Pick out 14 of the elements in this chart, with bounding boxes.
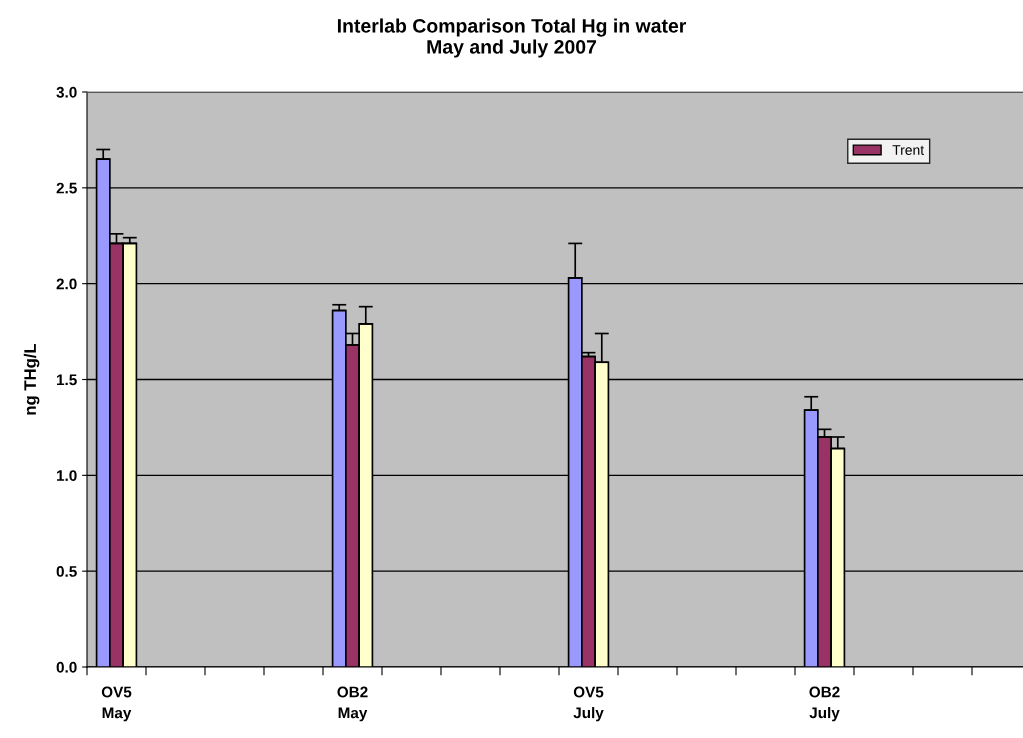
x-tick-label: OV5 July xyxy=(573,686,604,722)
y-axis-title: ng THg/L xyxy=(23,343,40,415)
y-tick-label: 1.5 xyxy=(57,374,77,386)
y-tick-label: 1.0 xyxy=(57,470,77,482)
x-tick-label: OV5 May xyxy=(101,686,132,722)
y-tick-label: 2.5 xyxy=(56,182,77,194)
y-tick-label: 0.5 xyxy=(56,566,77,577)
legend-label: Trent xyxy=(892,145,924,155)
y-tick-label: 2.0 xyxy=(56,278,77,290)
chart-title: Interlab Comparison Total Hg in water May and July 2007 xyxy=(337,18,687,58)
y-tick-label: 0.0 xyxy=(56,661,77,673)
x-tick-label: OB2 July xyxy=(809,686,840,722)
y-tick-label: 3.0 xyxy=(56,86,77,98)
x-tick-label: OB2 May xyxy=(337,686,368,722)
